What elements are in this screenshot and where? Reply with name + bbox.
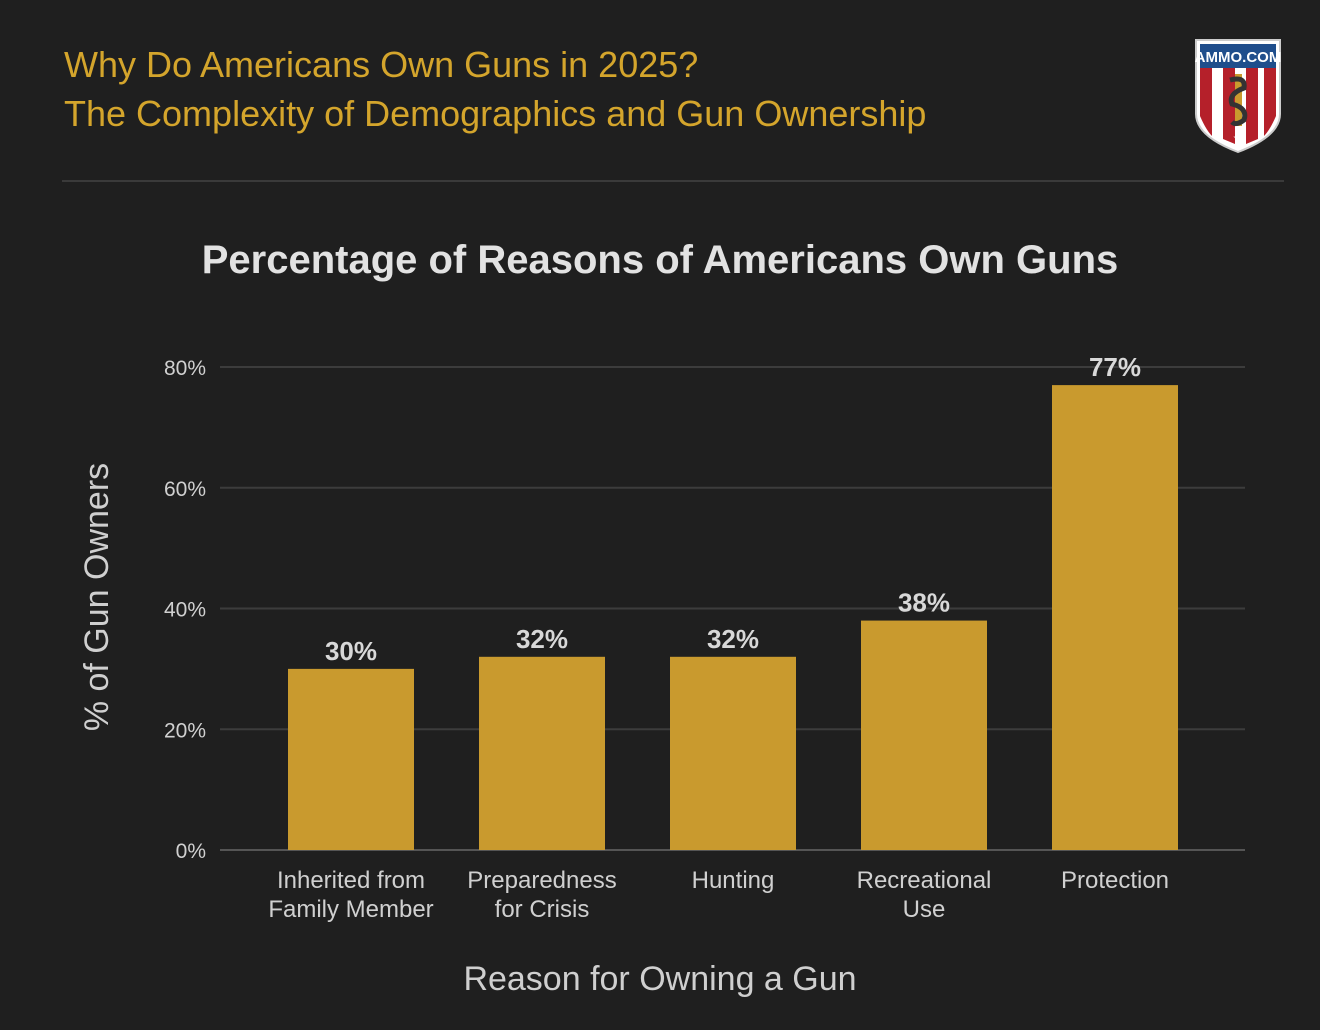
bar [1052, 385, 1178, 850]
bar [861, 620, 987, 850]
y-axis-label: % of Gun Owners [78, 463, 116, 731]
x-tick-label: Hunting [692, 867, 775, 894]
y-tick-label: 0% [176, 840, 206, 863]
header-divider [62, 180, 1284, 182]
y-tick-label: 40% [164, 599, 206, 622]
x-tick-label: Family Member [268, 896, 433, 923]
data-label: 38% [898, 588, 950, 618]
data-label: 30% [325, 636, 377, 666]
bar [288, 668, 414, 850]
chart-title: Percentage of Reasons of Americans Own G… [202, 238, 1119, 282]
data-label: 77% [1089, 352, 1141, 382]
svg-text:AMMO.COM: AMMO.COM [1195, 49, 1282, 66]
y-tick-label: 80% [164, 357, 206, 380]
x-tick-label: Recreational [857, 867, 992, 894]
svg-text:★: ★ [1233, 131, 1244, 145]
bar [670, 656, 796, 850]
ammo-com-logo: AMMO.COM ★ [1195, 39, 1282, 154]
x-tick-label: Protection [1061, 867, 1169, 894]
page-title: Why Do Americans Own Guns in 2025? The C… [64, 40, 926, 138]
bar [479, 656, 605, 850]
data-label: 32% [516, 624, 568, 654]
y-tick-label: 20% [164, 719, 206, 742]
x-tick-label: Use [903, 896, 946, 923]
data-label: 32% [707, 624, 759, 654]
x-tick-label: Preparedness [467, 867, 616, 894]
x-tick-label: for Crisis [495, 896, 590, 923]
y-tick-label: 60% [164, 478, 206, 501]
x-axis-label: Reason for Owning a Gun [463, 960, 856, 998]
x-tick-label: Inherited from [277, 867, 425, 894]
title-line-1: Why Do Americans Own Guns in 2025? [64, 44, 699, 85]
title-line-2: The Complexity of Demographics and Gun O… [64, 93, 927, 134]
